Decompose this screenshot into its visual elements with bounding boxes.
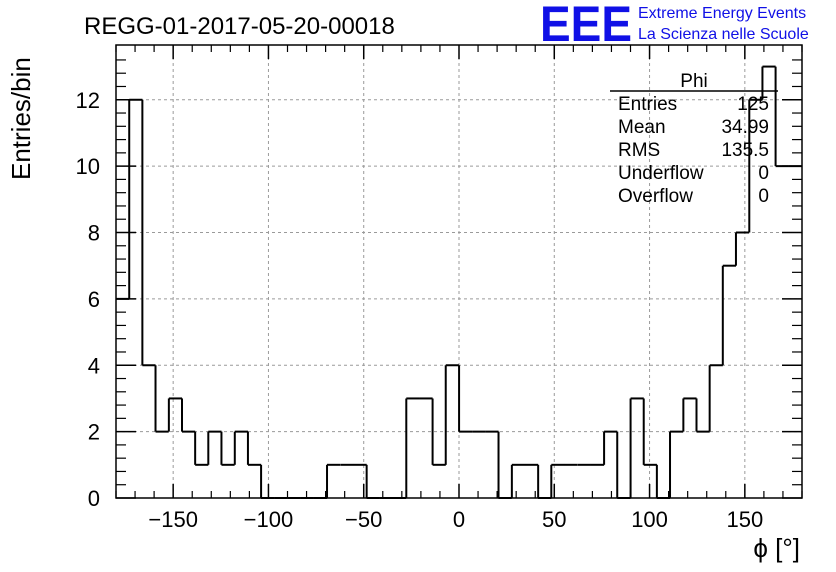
x-tick-label: −150 bbox=[148, 507, 198, 532]
x-tick-labels: −150 −100 −50 0 50 100 150 bbox=[148, 507, 763, 532]
y-axis-label: Entries/bin bbox=[6, 57, 36, 180]
y-tick-label: 10 bbox=[76, 154, 100, 179]
x-tick-label: 150 bbox=[726, 507, 763, 532]
stats-value: 0 bbox=[758, 163, 769, 184]
stats-value: 34.99 bbox=[721, 117, 769, 138]
stats-label: Mean bbox=[618, 117, 666, 138]
stats-value: 135.5 bbox=[721, 140, 769, 161]
logo-text: EEE bbox=[540, 0, 632, 52]
y-tick-label: 8 bbox=[88, 221, 100, 246]
x-tick-label: −50 bbox=[345, 507, 382, 532]
y-tick-label: 2 bbox=[88, 420, 100, 445]
stats-value: 0 bbox=[758, 186, 769, 207]
stats-title: Phi bbox=[680, 71, 707, 92]
y-tick-label: 12 bbox=[76, 88, 100, 113]
y-tick-label: 0 bbox=[88, 486, 100, 511]
chart-title: REGG-01-2017-05-20-00018 bbox=[84, 13, 395, 40]
y-tick-label: 4 bbox=[88, 353, 100, 378]
stats-label: Entries bbox=[618, 94, 677, 115]
axis-ticks bbox=[115, 45, 803, 499]
x-tick-label: 0 bbox=[453, 507, 465, 532]
histogram-bars bbox=[116, 65, 802, 499]
y-tick-labels: 0 2 4 6 8 10 12 bbox=[76, 88, 100, 511]
y-tick-label: 6 bbox=[88, 287, 100, 312]
brand-line-2: La Scienza nelle Scuole bbox=[638, 26, 809, 43]
x-tick-label: 100 bbox=[631, 507, 668, 532]
stats-value: 125 bbox=[737, 94, 769, 115]
stats-label: Overflow bbox=[618, 186, 693, 207]
x-axis-label: ϕ [°] bbox=[753, 533, 800, 563]
eee-logo: EEE Extreme Energy Events La Scienza nel… bbox=[540, 0, 809, 52]
x-tick-label: 50 bbox=[542, 507, 566, 532]
stats-rows: Entries 125 Mean 34.99 RMS 135.5 Underflow 0 Ove… bbox=[618, 94, 769, 207]
brand-line-1: Extreme Energy Events bbox=[638, 5, 806, 22]
stats-label: RMS bbox=[618, 140, 660, 161]
stats-label: Underflow bbox=[618, 163, 704, 184]
x-tick-label: −100 bbox=[244, 507, 294, 532]
stats-box: Phi Entries 125 Mean 34.99 RMS 135.5 Underflow… bbox=[610, 71, 778, 207]
